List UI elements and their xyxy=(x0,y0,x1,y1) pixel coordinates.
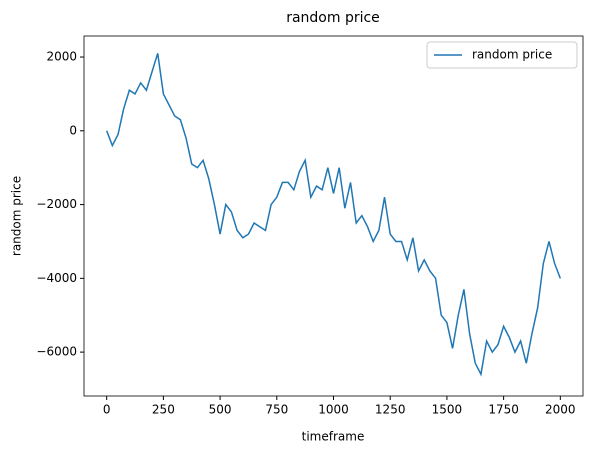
x-axis-label: timeframe xyxy=(302,430,365,444)
y-tick-label: 0 xyxy=(69,123,77,137)
y-tick-label: −2000 xyxy=(36,197,77,211)
x-tick-label: 500 xyxy=(209,403,232,417)
y-tick-label: −4000 xyxy=(36,271,77,285)
x-tick-label: 250 xyxy=(152,403,175,417)
axes-frame xyxy=(83,35,584,397)
y-tick-label: 2000 xyxy=(46,50,77,64)
x-tick-label: 1750 xyxy=(488,403,519,417)
legend-label: random price xyxy=(472,48,552,62)
y-tick-label: −6000 xyxy=(36,345,77,359)
x-tick-label: 0 xyxy=(103,403,111,417)
legend-box xyxy=(426,41,578,69)
x-tick-label: 1250 xyxy=(375,403,406,417)
x-tick-label: 1500 xyxy=(432,403,463,417)
line xyxy=(105,53,562,377)
y-axis-label: random price xyxy=(10,176,24,256)
x-tick-label: 2000 xyxy=(545,403,576,417)
x-tick-label: 1000 xyxy=(318,403,349,417)
x-tick-label: 750 xyxy=(265,403,288,417)
chart-title: random price xyxy=(286,10,380,26)
